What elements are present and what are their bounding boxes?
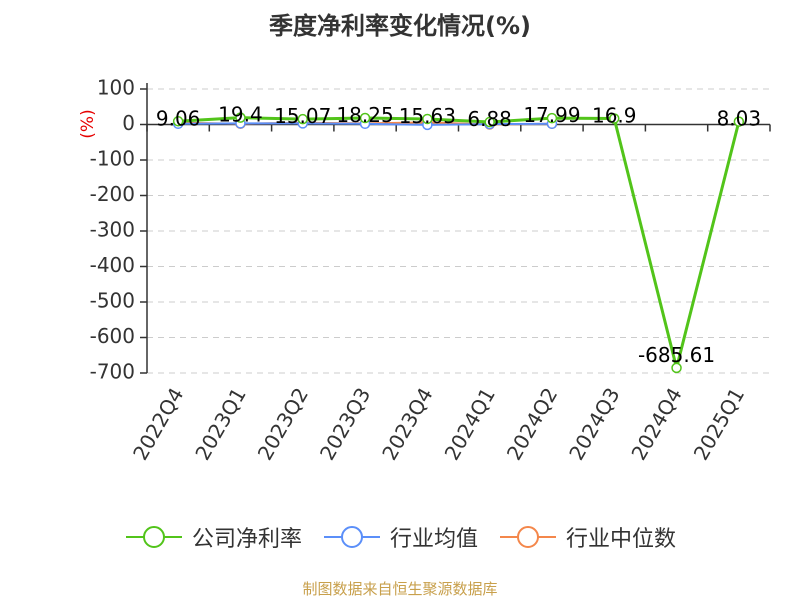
data-label: 18.25	[336, 103, 393, 127]
y-tick-label: 0	[122, 111, 135, 135]
series-group	[172, 112, 745, 374]
y-axis-ticks: 100 0 -100 -200 -300 -400 -500 -600 -700	[90, 76, 148, 384]
data-point	[484, 116, 495, 128]
legend-circle	[142, 526, 165, 548]
data-label: 15.07	[274, 104, 331, 128]
legend-marker-icon	[323, 526, 380, 548]
chart-title: 季度净利率变化情况(%)	[269, 12, 531, 40]
data-label: 9.06	[156, 106, 201, 130]
y-tick-label: -600	[90, 324, 135, 348]
data-label: -685.61	[638, 343, 715, 367]
x-tick-label: 2025Q1	[689, 384, 749, 465]
x-axis: 2022Q4 2023Q1 2023Q2 2023Q3 2023Q4 2024Q1 2024…	[128, 123, 771, 465]
y-tick-label: -100	[90, 147, 135, 171]
data-label: 16.9	[592, 104, 637, 128]
x-tick-label: 2024Q1	[440, 384, 500, 465]
data-label: 15.63	[399, 104, 456, 128]
legend-circle	[517, 526, 539, 548]
data-label: 8.03	[717, 107, 762, 131]
legend-marker-icon	[125, 526, 182, 548]
source-note: 制图数据来自恒生聚源数据库	[302, 580, 498, 598]
grid-lines	[147, 88, 770, 374]
series-line	[178, 116, 741, 369]
data-point	[172, 116, 184, 127]
data-labels: 9.06 19.4 15.07 18.25 15.63 6.88 17.99 16.9 -685…	[156, 103, 761, 367]
data-point	[235, 112, 246, 123]
x-tick-label: 2022Q4	[128, 384, 188, 465]
data-label: 17.99	[523, 103, 580, 127]
data-point	[546, 112, 558, 124]
data-point	[422, 113, 433, 125]
data-point	[297, 113, 308, 125]
y-tick-label: -400	[90, 253, 135, 277]
legend-item[interactable]: 行业中位数	[498, 521, 676, 553]
legend-label: 行业中位数	[566, 527, 677, 552]
legend-item[interactable]: 公司净利率	[124, 521, 302, 553]
y-tick-label: -500	[90, 289, 135, 313]
x-tick-label: 2023Q2	[253, 384, 313, 465]
data-point	[671, 362, 682, 374]
y-tick-label: -300	[90, 218, 135, 242]
legend-label: 行业均值	[389, 527, 478, 552]
legend-circle	[340, 526, 363, 548]
x-tick-label: 2023Q4	[377, 384, 437, 465]
legend: 公司净利率 行业均值 行业中位数	[0, 519, 800, 555]
data-point	[733, 116, 745, 127]
legend-marker-icon	[500, 526, 556, 548]
data-point	[359, 112, 371, 124]
data-label: 19.4	[218, 103, 263, 127]
x-tick-label: 2024Q4	[626, 384, 686, 465]
y-tick-label: -200	[90, 182, 135, 206]
legend-item[interactable]: 行业均值	[322, 521, 478, 553]
y-tick-label: 100	[97, 76, 135, 100]
legend-label: 公司净利率	[191, 527, 302, 552]
x-tick-label: 2024Q3	[564, 384, 624, 465]
x-tick-label: 2023Q1	[190, 384, 250, 465]
y-tick-label: -700	[90, 360, 135, 384]
data-point	[609, 113, 620, 124]
x-tick-label: 2023Q3	[315, 384, 375, 465]
x-tick-label: 2024Q2	[502, 384, 562, 465]
data-label: 6.88	[467, 107, 512, 131]
y-axis-unit-label: (%)	[78, 109, 98, 138]
line-chart: (%) 100 0 -100 -200 -300 -400 -500 -600 -700 202…	[78, 76, 771, 465]
